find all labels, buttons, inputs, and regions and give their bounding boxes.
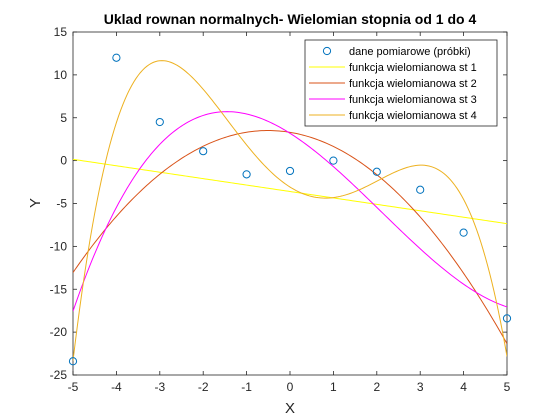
x-tick-label: -2 (198, 380, 209, 394)
y-tick-label: -5 (56, 197, 67, 211)
x-tick-label: -5 (68, 380, 79, 394)
y-tick-label: -20 (50, 325, 68, 339)
data-point (329, 156, 338, 165)
data-point (199, 147, 208, 156)
legend-label: dane pomiarowe (próbki) (349, 46, 471, 58)
data-point (68, 357, 78, 366)
x-tick-label: 2 (373, 380, 380, 394)
series-line-st2 (73, 130, 507, 344)
legend-label: funkcja wielomianowa st 4 (349, 110, 477, 122)
series-line-st4 (73, 60, 507, 361)
data-point (112, 53, 121, 62)
x-tick-label: 1 (330, 380, 337, 394)
x-axis-label: X (285, 400, 295, 417)
data-point (242, 170, 251, 179)
legend: dane pomiarowe (próbki) funkcja wielomian… (304, 39, 498, 127)
y-axis-label: Y (27, 198, 44, 208)
data-point (155, 117, 164, 127)
y-tick-label: 15 (54, 25, 68, 39)
y-tick-label: -25 (50, 368, 68, 382)
x-tick-label: 0 (287, 380, 294, 394)
y-tick-label: 5 (60, 111, 67, 125)
legend-marker-samples (322, 46, 332, 56)
x-tick-label: 5 (504, 380, 511, 394)
x-tick-label: -3 (154, 380, 165, 394)
y-tick-label: 0 (60, 154, 67, 168)
legend-label: funkcja wielomianowa st 1 (349, 62, 477, 74)
data-point (285, 166, 295, 176)
y-tick-label: 10 (54, 68, 68, 82)
x-tick-label: 3 (417, 380, 424, 394)
chart-title: Uklad rownan normalnych- Wielomian stopn… (104, 11, 477, 27)
y-tick-label: -10 (50, 239, 68, 253)
legend-label: funkcja wielomianowa st 2 (349, 78, 477, 90)
x-tick-label: -4 (111, 380, 122, 394)
data-point (372, 167, 381, 176)
legend-label: funkcja wielomianowa st 3 (349, 94, 477, 106)
data-point (416, 185, 425, 194)
data-point (502, 314, 512, 323)
series-line-st1 (73, 158, 507, 225)
data-point (459, 228, 468, 237)
y-tick-label: -15 (50, 282, 68, 296)
x-tick-label: 4 (460, 380, 467, 394)
x-tick-label: -1 (241, 380, 252, 394)
series-line-st3 (73, 111, 507, 312)
